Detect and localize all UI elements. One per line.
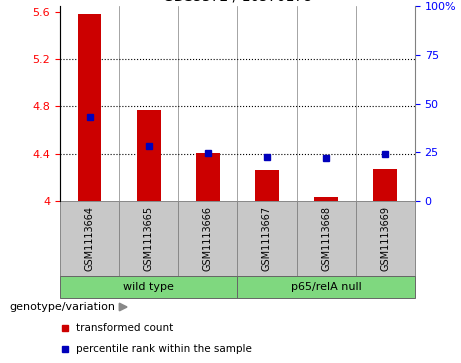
Bar [255,170,279,201]
Bar [196,153,219,201]
Text: GSM1113666: GSM1113666 [203,206,213,271]
Bar [60,276,237,298]
Text: p65/relA null: p65/relA null [291,282,361,292]
Bar [356,201,415,276]
Bar [373,169,397,201]
Text: GSM1113669: GSM1113669 [380,206,390,271]
Bar [237,276,415,298]
Bar [119,201,178,276]
Bar [314,197,338,201]
Text: GSM1113665: GSM1113665 [144,206,154,271]
Bar [77,14,101,201]
Bar [237,201,296,276]
Text: transformed count: transformed count [76,323,173,333]
Text: GSM1113664: GSM1113664 [84,206,95,271]
Title: GDS5372 / 10570178: GDS5372 / 10570178 [163,0,312,3]
Text: GSM1113667: GSM1113667 [262,206,272,271]
Bar [296,201,356,276]
Bar [137,110,160,201]
Text: wild type: wild type [123,282,174,292]
Text: genotype/variation: genotype/variation [9,302,115,312]
Text: percentile rank within the sample: percentile rank within the sample [76,344,252,354]
Bar [60,201,119,276]
Text: GSM1113668: GSM1113668 [321,206,331,271]
Bar [178,201,237,276]
